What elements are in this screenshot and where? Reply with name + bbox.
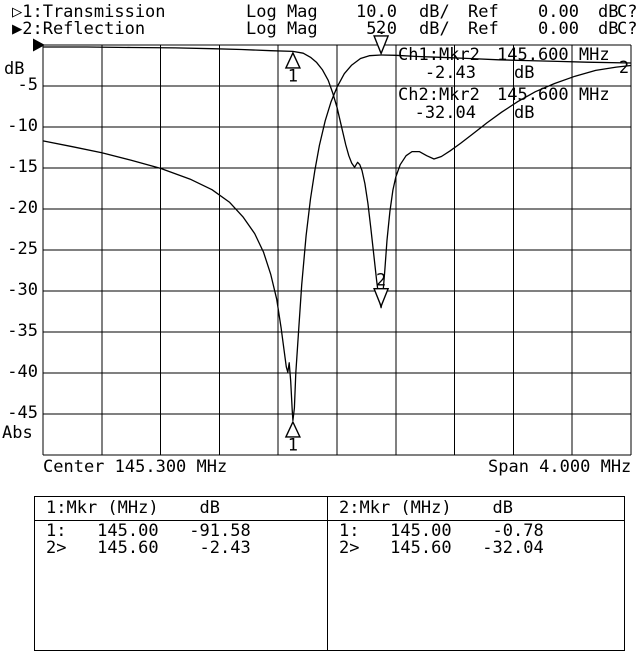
marker-table-header-rule <box>34 520 625 521</box>
y-axis-unit: dB <box>4 59 25 79</box>
ch1-scale-unit: dB/ <box>419 2 450 22</box>
marker-table <box>34 496 625 651</box>
marker2-ch2-number: 2 <box>376 271 386 291</box>
marker-table-ch1-header: 1:Mkr (MHz) dB <box>46 498 220 518</box>
marker-table-ch2-row2: 2> 145.60 -32.04 <box>339 538 544 558</box>
ch1-ref-value: 0.00 <box>538 2 579 22</box>
y-axis-label: -15 <box>7 157 38 177</box>
y-axis-label: -10 <box>7 116 38 136</box>
trace-reflection <box>43 46 632 309</box>
y-axis-label: -40 <box>7 362 38 382</box>
ch1-marker-readout-unit: dB <box>514 63 535 83</box>
ch1-cal-status: C? <box>617 2 638 22</box>
span-label: Span 4.000 MHz <box>488 457 632 477</box>
trace-transmission <box>42 54 632 422</box>
marker-table-divider <box>327 496 328 651</box>
ch1-marker-readout-value: -2.43 <box>424 63 476 83</box>
reference-level-arrow-icon <box>33 38 45 52</box>
ch2-ref-value: 0.00 <box>538 19 579 39</box>
ch2-scale: 5.0 <box>366 19 397 39</box>
ch2-cal-status: C? <box>617 19 638 39</box>
marker-table-ch1-row1: 1: 145.00 -91.58 <box>46 521 251 541</box>
ch2-format: Log Mag <box>246 19 318 39</box>
ch2-ref-unit: dB <box>598 19 619 39</box>
marker2-ch2-symbol-icon <box>373 288 390 309</box>
marker1-ch2-number: 1 <box>288 66 298 86</box>
ch2-marker-readout-label: Ch2:Mkr2 <box>398 85 480 105</box>
ch2-header-label: ▶2:Reflection <box>12 19 146 39</box>
ch1-format: Log Mag <box>246 2 318 22</box>
ch1-ref-label: Ref <box>468 2 499 22</box>
ch2-ref-label: Ref <box>468 19 499 39</box>
y-axis-label: -25 <box>7 239 38 259</box>
ch1-scale: 10.0 <box>356 2 397 22</box>
ch2-marker-readout-value: -32.04 <box>414 103 476 123</box>
ch2-scale-unit: dB/ <box>419 19 450 39</box>
marker2-ch1-symbol-icon <box>373 35 390 56</box>
ch1-marker-readout-freq: 145.600 MHz <box>497 45 610 65</box>
ch2-marker-readout-unit: dB <box>514 103 535 123</box>
marker-table-ch2-row1: 1: 145.00 -0.78 <box>339 521 544 541</box>
ch2-marker-readout-freq: 145.600 MHz <box>497 85 610 105</box>
y-axis-label: -5 <box>17 75 38 95</box>
marker1-ch2-symbol-icon <box>284 51 301 69</box>
y-axis-label: -35 <box>7 321 38 341</box>
trace2-end-number: 2 <box>619 58 629 78</box>
y-axis-bottom-label: Abs <box>2 423 33 443</box>
marker1-ch1-number: 1 <box>288 435 298 455</box>
ch1-ref-unit: dB <box>598 2 619 22</box>
marker2-ch1-number: 2 <box>376 18 386 38</box>
marker-table-ch1-row2: 2> 145.60 -2.43 <box>46 538 251 558</box>
marker1-ch1-symbol-icon <box>284 420 301 438</box>
y-axis-label: -20 <box>7 198 38 218</box>
ch1-header-label: ▷1:Transmission <box>12 2 166 22</box>
marker-table-ch2-header: 2:Mkr (MHz) dB <box>339 498 513 518</box>
y-axis-label: -30 <box>7 280 38 300</box>
center-frequency-label: Center 145.300 MHz <box>43 457 228 477</box>
ch1-marker-readout-label: Ch1:Mkr2 <box>398 45 480 65</box>
y-axis-label: -45 <box>7 403 38 423</box>
